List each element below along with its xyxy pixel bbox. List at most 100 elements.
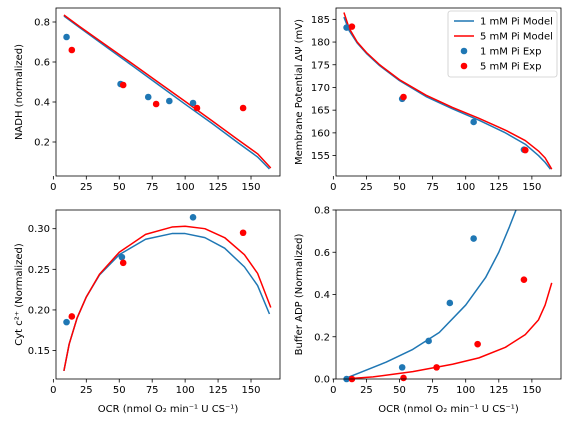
x-axis-label: OCR (nmol O₂ min⁻¹ U CS⁻¹) [378,404,519,415]
y-tick-label: 0.8 [314,206,330,217]
y-tick-label: 170 [311,83,330,94]
y-tick-label: 160 [311,128,330,139]
data-point [425,337,432,345]
data-point [119,81,127,89]
legend-label: 1 mM Pi Model [480,17,553,28]
data-point [400,93,407,101]
x-tick-label: 0 [330,385,336,396]
data-point [189,214,197,221]
x-tick-label: 0 [50,385,56,396]
data-point [446,299,454,307]
data-point [119,259,127,267]
plot-area [63,225,272,372]
axes-frame [55,7,281,177]
x-tick-label: 100 [176,385,195,396]
y-tick-label: 0.8 [34,18,50,29]
data-point [398,364,406,371]
x-tick-label: 150 [241,182,260,193]
x-tick-label: 50 [393,385,406,396]
data-point [400,374,407,382]
y-tick-label: 165 [311,106,330,117]
x-tick-label: 150 [522,385,541,396]
axes-frame [335,209,562,380]
x-tick-label: 50 [393,182,406,193]
legend: 1 mM Pi Model 5 mM Pi Model 1 mM Pi Exp 5 m… [447,10,558,78]
series-line [63,14,272,169]
series-line [343,282,553,379]
x-tick-label: 0 [330,182,336,193]
y-tick-label: 0.4 [34,98,50,109]
y-tick-label: 175 [311,60,330,71]
y-tick-label: 180 [311,38,330,49]
data-point [348,23,356,30]
x-tick-label: 150 [522,182,541,193]
data-point [144,93,152,101]
data-point [470,118,477,126]
data-point [343,24,350,31]
x-tick-label: 25 [80,182,93,193]
x-tick-label: 125 [489,385,508,396]
data-point [239,229,247,237]
y-tick-label: 0.2 [314,332,330,343]
x-tick-label: 25 [360,182,373,193]
y-tick-label: 0.6 [314,248,330,259]
legend-marker-swatch [460,62,468,70]
series-line [343,210,517,379]
legend-label: 5 mM Pi Model [480,32,553,43]
data-point [433,364,440,371]
data-point [152,100,160,108]
y-tick-label: 0.20 [28,305,50,316]
x-tick-label: 0 [50,182,56,193]
y-tick-label: 0.6 [34,58,50,69]
series-line [343,12,553,170]
data-point [521,146,529,154]
x-tick-label: 25 [80,385,93,396]
plot-area [63,14,272,170]
chart-panel: 0 25 50 75 100 125 150 155 160 165 170 175 180 185 Mem… [294,7,562,193]
series-line [63,225,272,372]
x-tick-label: 50 [113,385,126,396]
plot-area [343,12,553,170]
legend-marker-swatch [460,47,468,55]
axes-frame [335,7,562,177]
plot-area [343,210,553,379]
chart-panels: 0 25 50 75 100 125 150 0.2 0.4 0.6 0.8 NADH (normal… [14,7,562,415]
x-tick-label: 25 [360,385,373,396]
y-tick-label: 0.0 [314,375,330,386]
data-point [63,33,70,41]
x-axis-label: OCR (nmol O₂ min⁻¹ U CS⁻¹) [98,404,239,415]
y-axis-label: NADH (normalized) [14,44,25,140]
y-tick-label: 0.30 [28,224,50,235]
data-point [193,104,201,112]
x-tick-label: 100 [456,182,475,193]
data-point [63,318,70,326]
x-tick-label: 125 [489,182,508,193]
data-point [68,313,76,320]
x-tick-label: 125 [209,182,228,193]
y-tick-label: 0.25 [28,265,50,276]
data-point [520,276,528,284]
data-point [68,46,76,54]
x-tick-label: 150 [241,385,260,396]
y-tick-label: 0.2 [34,138,50,149]
series-line [63,15,270,170]
x-tick-label: 100 [176,182,195,193]
series-line [63,232,271,372]
x-tick-label: 75 [426,385,439,396]
x-tick-label: 75 [146,182,159,193]
chart-panel: 0 25 50 75 100 125 150 0.0 0.2 0.4 0.6 0.8 Buffer AD… [294,206,562,415]
data-point [239,104,247,112]
legend-box [447,10,558,78]
y-axis-label: Cyt c²⁺ (Normalized) [14,243,25,346]
y-axis-label: Membrane Potential ΔΨ (mV) [294,19,305,165]
legend-label: 5 mM Pi Exp [480,62,541,73]
x-tick-label: 125 [209,385,228,396]
axes-frame [55,209,281,380]
x-tick-label: 75 [146,385,159,396]
x-tick-label: 75 [426,182,439,193]
y-tick-label: 185 [311,15,330,26]
y-tick-label: 155 [311,151,330,162]
x-tick-label: 50 [113,182,126,193]
